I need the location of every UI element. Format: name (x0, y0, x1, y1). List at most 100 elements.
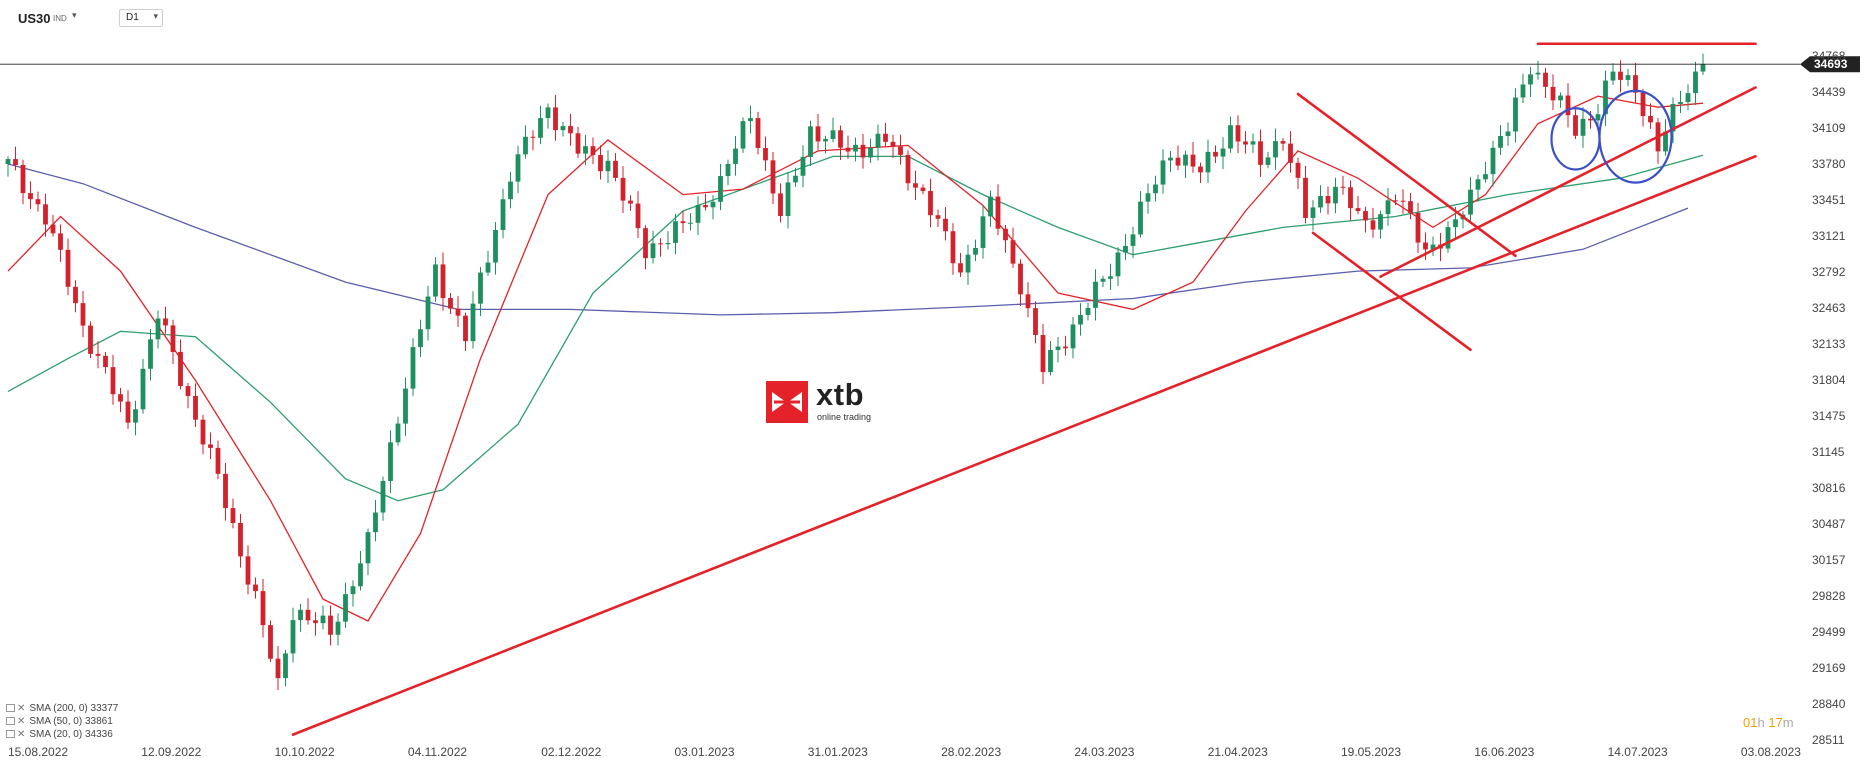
legend-item[interactable]: ✕ SMA (200, 0) 33377 (6, 702, 118, 715)
candle-body (88, 325, 93, 354)
timeframe-select[interactable]: D1 ▾ (119, 9, 163, 27)
candle-body (1033, 308, 1038, 336)
candle-body (1430, 244, 1436, 250)
candle (635, 191, 641, 239)
candle-body (208, 444, 213, 448)
candle-body (890, 141, 896, 147)
candle (283, 650, 288, 687)
logo-tagline: online trading (817, 412, 872, 422)
candle (313, 612, 318, 636)
candle-body (830, 130, 836, 139)
y-axis: 34768 34439 34109 33780 33451 33121 32792 32463… (1812, 49, 1846, 747)
candle (890, 134, 896, 158)
candle (455, 296, 461, 327)
candle-body (20, 164, 26, 194)
remove-icon[interactable]: ✕ (17, 716, 26, 727)
candle (1190, 142, 1196, 173)
candle (868, 138, 873, 163)
settings-icon[interactable] (6, 717, 15, 726)
candle (1520, 73, 1526, 103)
trendline-2[interactable] (1296, 92, 1517, 258)
candle-body (1663, 131, 1668, 152)
candle (740, 117, 746, 153)
candle-body (253, 584, 258, 592)
candle (380, 476, 386, 521)
candle-body (275, 658, 281, 679)
legend-item[interactable]: ✕ SMA (50, 0) 33861 (6, 715, 118, 728)
trendline-1[interactable] (1379, 86, 1757, 278)
candle-body (485, 262, 491, 273)
candle-body (1333, 186, 1338, 204)
remove-icon[interactable]: ✕ (17, 729, 26, 740)
candle-body (1243, 141, 1248, 145)
y-tick-label: 33121 (1812, 229, 1846, 243)
candle-body (1130, 234, 1136, 246)
candle (1535, 60, 1541, 80)
candle (1475, 174, 1481, 202)
candle-body (1340, 186, 1346, 188)
candle-body (1220, 148, 1226, 157)
candle-body (1640, 92, 1646, 116)
candle (613, 153, 618, 182)
candle-body (1063, 346, 1068, 349)
candle (328, 605, 333, 646)
candle-body (1393, 200, 1398, 202)
candle (425, 285, 431, 341)
candle (1325, 186, 1331, 215)
candle-body (635, 203, 641, 229)
candle (163, 306, 168, 334)
moving-averages (7, 95, 1704, 622)
y-tick-label: 34439 (1812, 85, 1846, 99)
candle (650, 230, 656, 264)
candle-body (328, 615, 333, 635)
candle-body (1648, 115, 1653, 123)
x-tick-label: 21.04.2023 (1208, 745, 1268, 759)
candle (590, 137, 596, 165)
candle-body (500, 199, 506, 230)
candle-body (1055, 346, 1061, 350)
candle (470, 291, 476, 349)
candle-body (1115, 252, 1121, 277)
candle-body (1198, 166, 1203, 173)
candle-body (778, 193, 783, 217)
x-tick-label: 15.08.2022 (8, 745, 68, 759)
candle-body (380, 480, 386, 513)
xtb-logo: xtb online trading (766, 377, 876, 423)
candle-body (553, 107, 558, 131)
candle (1303, 165, 1308, 224)
candle-body (260, 591, 266, 626)
candle (995, 184, 1001, 236)
legend-item[interactable]: ✕ SMA (20, 0) 34336 (6, 728, 118, 741)
x-tick-label: 31.01.2023 (808, 745, 868, 759)
candle (185, 382, 191, 409)
candle-body (988, 196, 993, 217)
candle (553, 94, 558, 141)
candle (1273, 128, 1278, 170)
candle-body (1100, 278, 1106, 282)
candle (875, 124, 881, 161)
candle-body (133, 409, 138, 423)
candle (1558, 92, 1563, 108)
candle-body (1595, 114, 1601, 121)
candle-body (523, 136, 528, 155)
y-tick-label: 30487 (1812, 517, 1846, 531)
candle-body (403, 388, 408, 424)
highlight-ellipse-1[interactable] (1598, 89, 1673, 184)
settings-icon[interactable] (6, 730, 15, 739)
trendline-3[interactable] (1311, 231, 1472, 352)
candle-body (1445, 227, 1451, 249)
remove-icon[interactable]: ✕ (17, 703, 26, 714)
candle-body (913, 183, 918, 188)
symbol-name[interactable]: US30 (18, 11, 51, 26)
candle (5, 156, 11, 177)
candle-body (785, 182, 791, 217)
symbol-dropdown-icon[interactable]: ▾ (72, 10, 77, 20)
trendline-0[interactable] (291, 155, 1757, 736)
candle (1220, 137, 1226, 170)
candle (755, 111, 761, 155)
candle-body (1565, 95, 1571, 116)
candle (1280, 138, 1286, 151)
candle (605, 150, 611, 184)
settings-icon[interactable] (6, 704, 15, 713)
